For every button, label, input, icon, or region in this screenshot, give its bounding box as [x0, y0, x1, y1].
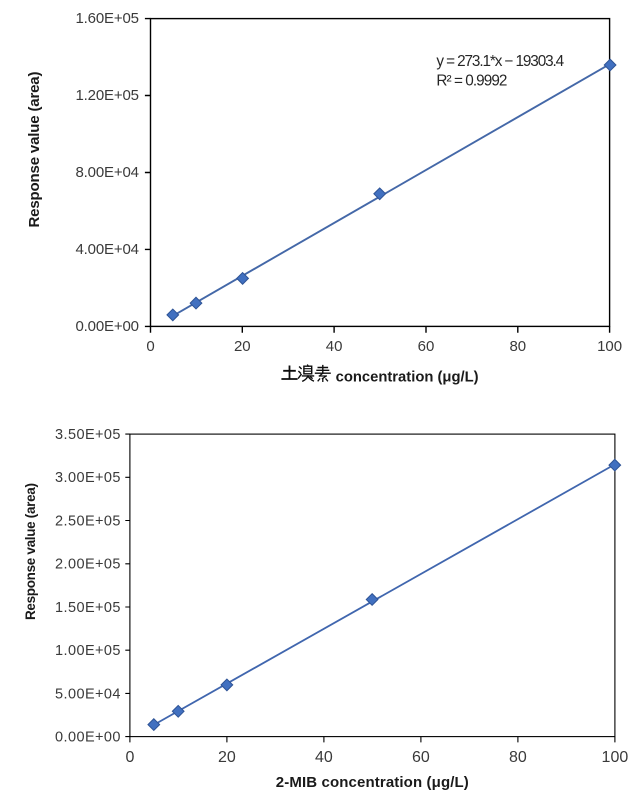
svg-text:60: 60	[412, 749, 430, 766]
svg-text:1.60E+05: 1.60E+05	[76, 10, 140, 27]
svg-text:Response value (area): Response value (area)	[26, 72, 43, 228]
svg-text:1.50E+05: 1.50E+05	[55, 600, 121, 616]
svg-text:8.00E+04: 8.00E+04	[76, 164, 140, 181]
svg-text:1.00E+05: 1.00E+05	[55, 643, 121, 659]
svg-text:3.00E+05: 3.00E+05	[55, 470, 121, 486]
svg-text:2.50E+05: 2.50E+05	[55, 513, 121, 529]
svg-text:40: 40	[326, 338, 343, 355]
svg-text:20: 20	[218, 749, 236, 766]
svg-text:4.00E+04: 4.00E+04	[76, 241, 140, 258]
svg-text:3.50E+05: 3.50E+05	[55, 427, 121, 443]
svg-text:20: 20	[234, 338, 251, 355]
svg-text:0.00E+00: 0.00E+00	[55, 730, 121, 746]
svg-text:2-MIB concentration (μg/L): 2-MIB concentration (μg/L)	[276, 774, 469, 791]
svg-text:0: 0	[146, 338, 154, 355]
svg-text:concentration (μg/L): concentration (μg/L)	[336, 369, 479, 385]
svg-text:y = 273.1*x − 19303.4: y = 273.1*x − 19303.4	[436, 53, 564, 70]
svg-text:60: 60	[418, 338, 435, 355]
svg-text:80: 80	[509, 338, 526, 355]
svg-text:100: 100	[597, 338, 622, 355]
svg-text:80: 80	[509, 749, 527, 766]
svg-text:5.00E+04: 5.00E+04	[55, 686, 121, 702]
svg-text:2.00E+05: 2.00E+05	[55, 557, 121, 573]
svg-text:0: 0	[125, 749, 134, 766]
svg-text:0.00E+00: 0.00E+00	[76, 318, 140, 335]
svg-text:40: 40	[315, 749, 333, 766]
svg-text:100: 100	[602, 749, 629, 766]
svg-text:Response value (area): Response value (area)	[23, 483, 38, 620]
svg-text:R² = 0.9992: R² = 0.9992	[436, 72, 507, 89]
svg-text:1.20E+05: 1.20E+05	[76, 87, 140, 104]
